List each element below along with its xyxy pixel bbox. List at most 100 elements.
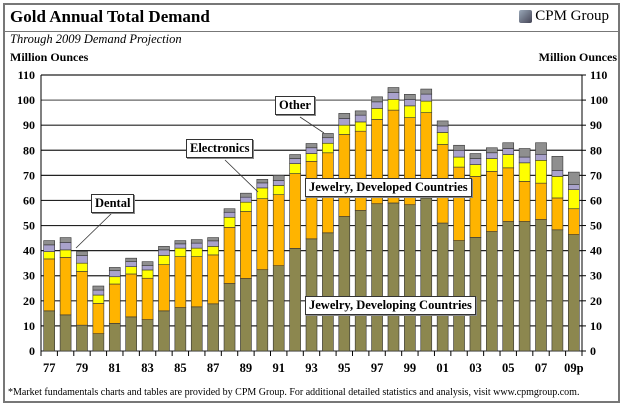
bar-segment-other xyxy=(535,142,547,155)
bar-segment-electronics xyxy=(190,247,203,257)
bar-segment-other xyxy=(240,192,252,198)
bar-segment-dental xyxy=(272,180,285,186)
cpm-logo: CPM Group xyxy=(519,8,609,25)
bar-segment-electronics xyxy=(174,247,187,257)
y-tick-label-right: 60 xyxy=(590,193,602,207)
annotation-other: Other xyxy=(275,96,315,115)
annotation-electronics: Electronics xyxy=(186,139,254,158)
bar-segment-jewelry-developed-countries xyxy=(76,271,88,326)
bar-segment-jewelry-developed-countries xyxy=(174,256,187,308)
bar-segment-jewelry-developing-countries xyxy=(535,219,547,352)
bar-segment-jewelry-developing-countries xyxy=(59,314,72,352)
bar-segment-jewelry-developing-countries xyxy=(322,232,334,352)
bar-segment-other xyxy=(436,120,449,127)
bar-segment-other xyxy=(420,88,433,95)
bar-segment-other xyxy=(158,246,170,251)
y-tick-label-left: 10 xyxy=(23,319,35,333)
title-divider xyxy=(3,31,620,32)
annotation-jewelry-developed: Jewelry, Developed Countries xyxy=(305,178,472,197)
y-tick-label-left: 80 xyxy=(23,143,35,157)
bar-segment-electronics xyxy=(59,249,72,258)
bar-segment-dental xyxy=(190,242,203,249)
x-tick-label: 07 xyxy=(535,361,548,375)
bar-segment-electronics xyxy=(453,156,465,168)
bar-segment-jewelry-developed-countries xyxy=(92,303,105,334)
y-tick-label-right: 20 xyxy=(590,294,602,308)
bar-segment-jewelry-developing-countries xyxy=(207,303,219,352)
bar-segment-jewelry-developing-countries xyxy=(436,222,449,352)
y-tick-label-left: 30 xyxy=(23,269,35,283)
bar-segment-other xyxy=(59,237,72,243)
bar-segment-jewelry-developing-countries xyxy=(174,307,187,352)
y-tick-label-left: 50 xyxy=(23,219,35,233)
bar-segment-other xyxy=(256,179,269,184)
bar-segment-jewelry-developing-countries xyxy=(272,265,285,352)
bar-segment-other xyxy=(289,154,301,159)
bar-segment-dental xyxy=(76,255,88,264)
bar-segment-electronics xyxy=(535,160,547,184)
y-tick-label-left: 90 xyxy=(23,118,35,132)
bar-segment-other xyxy=(141,261,154,266)
bar-segment-jewelry-developed-countries xyxy=(338,134,351,217)
cpm-logo-icon xyxy=(519,10,533,23)
bar-segment-jewelry-developed-countries xyxy=(256,198,269,271)
callout-leader xyxy=(75,212,113,249)
bar-segment-electronics xyxy=(43,251,55,260)
callout-leader xyxy=(299,116,325,134)
y-tick-label-left: 60 xyxy=(23,193,35,207)
y-tick-label-left: 40 xyxy=(23,244,35,258)
bar-segment-other xyxy=(518,148,531,158)
bar-segment-dental xyxy=(420,93,433,102)
bar-segment-dental xyxy=(158,249,170,256)
y-tick-label-left: 0 xyxy=(29,344,35,358)
bar-segment-jewelry-developing-countries xyxy=(256,269,269,352)
bar-segment-dental xyxy=(305,147,318,154)
chart-title: Gold Annual Total Demand xyxy=(10,7,210,26)
bar-segment-dental xyxy=(141,265,154,271)
x-tick-label: 91 xyxy=(272,361,285,375)
x-tick-label: 03 xyxy=(469,361,482,375)
x-tick-label: 85 xyxy=(174,361,187,375)
x-tick-label: 97 xyxy=(371,361,384,375)
bar-segment-jewelry-developing-countries xyxy=(223,283,236,352)
bar-segment-other xyxy=(174,240,187,245)
bar-segment-dental xyxy=(371,101,383,109)
bar-segment-electronics xyxy=(223,216,236,228)
bar-segment-jewelry-developing-countries xyxy=(338,216,351,352)
bar-segment-other xyxy=(190,239,203,244)
bar-segment-electronics xyxy=(354,121,367,132)
x-tick-label: 95 xyxy=(338,361,351,375)
bar-segment-jewelry-developing-countries xyxy=(518,221,531,352)
bar-segment-electronics xyxy=(158,255,170,265)
bar-segment-jewelry-developing-countries xyxy=(420,197,433,352)
bar-segment-dental xyxy=(387,92,400,100)
bar-segment-dental xyxy=(502,148,515,155)
bar-segment-electronics xyxy=(305,153,318,162)
bar-segment-dental xyxy=(256,182,269,189)
bar-segment-other xyxy=(92,285,105,291)
bar-segment-dental xyxy=(125,261,137,267)
bar-segment-dental xyxy=(223,211,236,218)
y-tick-label-right: 90 xyxy=(590,118,602,132)
bar-segment-dental xyxy=(469,158,482,165)
bar-segment-electronics xyxy=(371,108,383,120)
bar-segment-jewelry-developing-countries xyxy=(371,203,383,352)
bar-segment-other xyxy=(551,155,564,171)
bar-segment-dental xyxy=(240,196,252,203)
bar-segment-dental xyxy=(338,118,351,126)
bar-segment-jewelry-developing-countries xyxy=(387,202,400,352)
bar-segment-jewelry-developing-countries xyxy=(76,324,88,352)
bar-segment-electronics xyxy=(338,124,351,135)
bar-segment-dental xyxy=(518,156,531,164)
x-tick-label: 87 xyxy=(207,361,220,375)
bar-segment-electronics xyxy=(486,158,498,172)
bar-segment-electronics xyxy=(272,185,285,195)
bar-segment-other xyxy=(453,144,465,151)
bar-segment-jewelry-developed-countries xyxy=(305,161,318,240)
chart-frame xyxy=(3,3,620,403)
x-tick-label: 89 xyxy=(240,361,253,375)
bar-segment-other xyxy=(387,87,400,93)
bar-segment-electronics xyxy=(256,187,269,199)
bar-segment-electronics xyxy=(322,142,334,154)
